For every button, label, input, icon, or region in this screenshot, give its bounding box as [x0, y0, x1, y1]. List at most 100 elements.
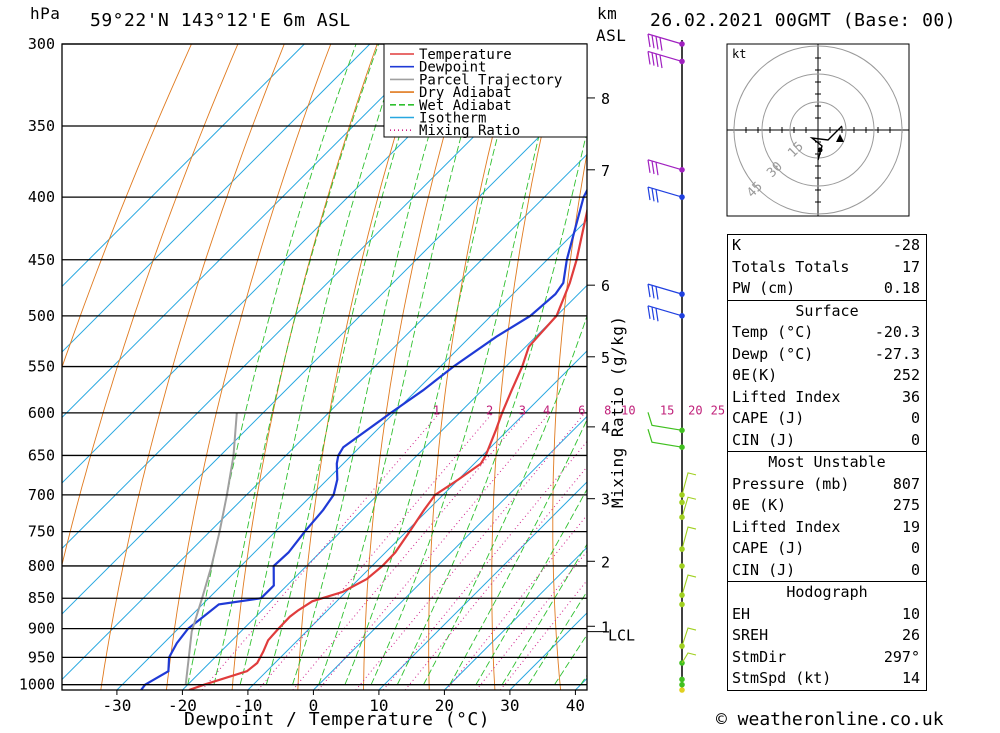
mixing-ratio-line	[445, 514, 587, 690]
mixing-ratio-label: 2	[486, 403, 493, 417]
mixing-ratio-line	[201, 412, 440, 690]
mixing-ratio-label: 6	[578, 403, 585, 417]
km-unit-label: km	[597, 4, 618, 23]
hpa-unit-label: hPa	[30, 4, 61, 23]
mu-pressure-value: 807	[892, 474, 920, 493]
wind-barb-feather	[651, 285, 655, 299]
mixing-ratio-line	[292, 412, 526, 690]
stability-index-table: K -28 Totals Totals 17 PW (cm) 0.18 Surface…	[727, 234, 927, 691]
dry-adiabat-line	[980, 44, 1000, 690]
plot-frame	[61, 43, 588, 691]
wind-level-dot	[679, 687, 685, 693]
temp-tick-label: 0	[309, 696, 319, 715]
axes: 1 2 3 4 6 8 10 15 20 2530035040045050055060065070…	[19, 35, 725, 715]
mu-cape-value: 0	[910, 539, 920, 557]
wind-barb-feather	[647, 159, 651, 173]
wet-adiabat-line	[475, 488, 587, 685]
mixing-ratio-label: 8	[604, 403, 611, 417]
surface-thetae-value: 252	[892, 366, 920, 384]
legend-entry: Mixing Ratio	[419, 123, 520, 139]
pressure-tick-label: 950	[28, 648, 55, 666]
pressure-tick-label: 650	[28, 446, 55, 464]
totals-totals-value: 17	[901, 257, 920, 276]
wind-barb-feather	[655, 53, 659, 67]
isotherm-line	[444, 546, 587, 690]
dry-adiabat-line	[428, 44, 517, 690]
eh-label: EH	[732, 604, 751, 623]
hodograph-section-title: Hodograph	[728, 581, 926, 604]
wind-level-dot	[679, 681, 685, 688]
legend-entry: Temperature	[419, 47, 512, 63]
x-axis-label: Dewpoint / Temperature (°C)	[184, 709, 491, 730]
wind-level-dot	[679, 676, 685, 683]
hodograph-unit-label: kt	[732, 47, 746, 61]
km-tick-label: 6	[601, 277, 610, 295]
pressure-tick-label: 1000	[19, 676, 55, 694]
wind-barb-shaft	[647, 186, 683, 198]
isotherm-line	[62, 44, 371, 353]
wind-level-dot	[679, 167, 685, 173]
dry-adiabat-line	[62, 44, 239, 567]
legend-entry: Dry Adiabat	[419, 85, 512, 101]
wet-adiabat-line	[396, 129, 587, 685]
km-tick-label: 3	[601, 491, 610, 509]
pw-label: PW (cm)	[732, 279, 796, 297]
wind-barb-feather	[655, 286, 659, 300]
km-tick-label: 4	[601, 419, 610, 437]
legend-entry: Isotherm	[419, 111, 486, 127]
eh-value: 10	[901, 604, 920, 623]
temp-tick-label: -10	[233, 696, 262, 715]
wet-adiabat-line	[449, 418, 587, 685]
mixing-ratio-line	[382, 440, 587, 690]
wind-barb-feather	[647, 33, 651, 48]
wind-barb-feather	[655, 189, 659, 203]
wind-barb-feather	[647, 305, 651, 319]
stmdir-label: StmDir	[732, 647, 787, 666]
surface-temp-label: Temp (°C)	[732, 323, 814, 341]
wind-level-dot	[679, 492, 685, 498]
wind-barb-feather	[659, 54, 663, 69]
pressure-tick-label: 900	[28, 620, 55, 638]
wind-barb-feather	[655, 162, 659, 176]
surface-cin-value: 0	[910, 430, 920, 449]
wind-barb-shaft	[647, 33, 683, 45]
storm-motion-marker	[836, 134, 844, 142]
wind-level-dot	[679, 643, 685, 649]
pressure-tick-label: 600	[28, 404, 55, 422]
wind-barb-feather	[655, 308, 659, 322]
wind-barb-feather	[651, 52, 655, 66]
surface-dewp-value: -27.3	[874, 344, 920, 363]
wind-barb	[681, 496, 697, 518]
credit-link[interactable]: © weatheronline.co.uk	[716, 709, 944, 730]
mu-cin-label: CIN (J)	[732, 560, 796, 579]
dry-adiabat-line	[491, 44, 564, 690]
plot-border	[61, 43, 588, 691]
wind-barb-feather	[651, 160, 655, 175]
mixing-ratio-label: 3	[519, 403, 526, 417]
pressure-tick-label: 550	[28, 358, 55, 376]
wind-barb	[681, 574, 697, 596]
pressure-tick-label: 750	[28, 523, 55, 541]
km-tick-label: 1	[601, 618, 610, 636]
wind-level-dot	[679, 546, 685, 552]
wind-level-dot	[679, 601, 685, 608]
dry-adiabat-line	[552, 150, 587, 690]
pressure-tick-label: 800	[28, 557, 55, 575]
legend-entry: Parcel Trajectory	[419, 72, 562, 88]
wind-barb-shaft	[647, 50, 683, 63]
mixing-ratio-label: 10	[621, 403, 635, 417]
km-tick-label: 2	[601, 553, 610, 571]
mu-thetae-value: 275	[892, 496, 920, 514]
mixing-ratio-label: 1	[433, 403, 440, 417]
wind-barb	[681, 627, 697, 647]
pw-value: 0.18	[883, 279, 920, 297]
legend-entry: Dewpoint	[419, 60, 486, 76]
mu-cin-value: 0	[910, 560, 920, 579]
surface-li-value: 36	[901, 387, 920, 406]
surface-cape-value: 0	[910, 409, 920, 427]
wind-barb	[681, 526, 697, 550]
mixing-ratio-label: 15	[660, 403, 674, 417]
stmspd-value: 14	[901, 669, 920, 687]
mu-li-value: 19	[901, 517, 920, 536]
wind-barb-feather	[651, 35, 655, 49]
